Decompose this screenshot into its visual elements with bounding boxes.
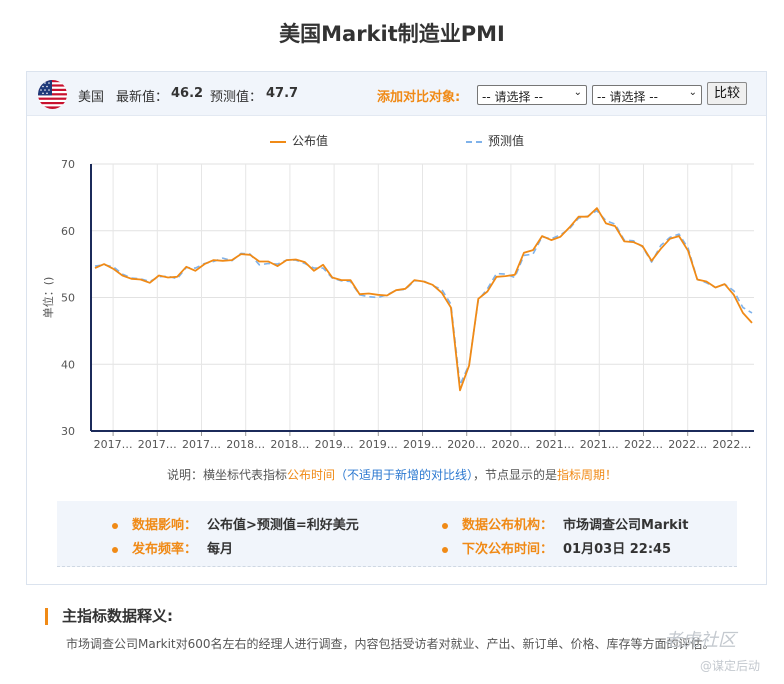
x-tick-label: 2018…: [226, 438, 265, 451]
compare-select-1[interactable]: -- 请选择 -- ⌄: [477, 85, 587, 105]
section-title: 主指标数据释义:: [45, 608, 173, 625]
x-tick-label: 2019…: [315, 438, 354, 451]
legend-item-forecast[interactable]: 预测值: [466, 132, 524, 149]
x-tick-label: 2017…: [182, 438, 221, 451]
legend-swatch-published: [270, 140, 286, 143]
compare-button[interactable]: 比较: [707, 82, 747, 105]
bullet-icon: [112, 522, 118, 529]
info-frequency: 发布频率： 每月: [112, 538, 233, 557]
bullet-icon: [112, 546, 118, 553]
note-suffix: ！: [605, 468, 618, 482]
x-tick-label: 2022…: [668, 438, 707, 451]
bullet-icon: [442, 522, 448, 529]
add-compare-label: 添加对比对象:: [377, 90, 461, 105]
next-release-label: 下次公布时间：: [462, 542, 554, 557]
section-description: 市场调查公司Markit对600名左右的经理人进行调查，内容包括受访者对就业、产…: [66, 637, 715, 651]
y-tick-label: 30: [61, 425, 75, 438]
chart-note: 说明：横坐标代表指标公布时间（不适用于新增的对比线），节点显示的是指标周期！: [0, 466, 784, 483]
impact-label: 数据影响：: [132, 518, 198, 533]
x-tick-label: 2022…: [712, 438, 751, 451]
note-period: 指标周期: [557, 468, 606, 482]
frequency-value: 每月: [207, 542, 234, 557]
x-tick-label: 2020…: [491, 438, 530, 451]
note-prefix: 说明：横坐标代表指标: [166, 468, 287, 482]
compare-select-2[interactable]: -- 请选择 -- ⌄: [592, 85, 702, 105]
x-tick-label: 2018…: [270, 438, 309, 451]
country-name: 美国: [78, 90, 105, 105]
x-tick-label: 2021…: [580, 438, 619, 451]
compare-select-1-value: -- 请选择 --: [482, 90, 543, 104]
x-tick-label: 2019…: [403, 438, 442, 451]
page-title: 美国Markit制造业PMI: [279, 22, 505, 46]
watermark-logo: 老虎社区: [664, 630, 736, 651]
impact-value: 公布值>预测值=利好美元: [207, 518, 359, 533]
compare-select-2-value: -- 请选择 --: [597, 90, 658, 104]
card-header: 美国 最新值： 46.2 预测值： 47.7 添加对比对象: -- 请选择 --…: [27, 72, 766, 116]
y-axis-title: 单位：(): [41, 277, 55, 319]
note-time: 公布时间: [286, 468, 335, 482]
chevron-down-icon: ⌄: [573, 87, 582, 98]
forecast-value: 47.7: [266, 86, 299, 101]
info-agency: 数据公布机构： 市场调查公司Markit: [442, 514, 688, 533]
info-next-release: 下次公布时间： 01月03日 22:45: [442, 538, 671, 557]
x-tick-label: 2017…: [94, 438, 133, 451]
us-flag-icon: [38, 80, 67, 109]
series-line-published: [94, 207, 753, 392]
note-middle: ，节点显示的是: [473, 468, 558, 482]
watermark-author: @谋定后动: [700, 659, 761, 673]
y-tick-label: 50: [61, 292, 75, 305]
forecast-value-label: 预测值：: [210, 90, 263, 105]
legend-item-published[interactable]: 公布值: [270, 132, 328, 149]
chevron-down-icon: ⌄: [688, 87, 697, 98]
frequency-label: 发布频率：: [132, 542, 198, 557]
latest-value: 46.2: [171, 86, 204, 101]
y-tick-label: 70: [61, 158, 75, 171]
agency-label: 数据公布机构：: [462, 518, 554, 533]
x-tick-label: 2020…: [447, 438, 486, 451]
agency-value: 市场调查公司Markit: [563, 518, 689, 533]
y-tick-label: 60: [61, 225, 75, 238]
x-tick-label: 2017…: [138, 438, 177, 451]
legend-label-published: 公布值: [292, 134, 329, 148]
legend-label-forecast: 预测值: [488, 134, 525, 148]
next-release-value: 01月03日 22:45: [563, 542, 672, 557]
bullet-icon: [442, 546, 448, 553]
note-paren: （不适用于新增的对比线）: [334, 468, 473, 482]
legend-swatch-forecast: [466, 140, 482, 143]
x-tick-label: 2019…: [359, 438, 398, 451]
info-impact: 数据影响： 公布值>预测值=利好美元: [112, 514, 359, 533]
x-tick-label: 2021…: [536, 438, 575, 451]
x-tick-label: 2022…: [624, 438, 663, 451]
latest-value-label: 最新值：: [116, 90, 169, 105]
info-panel: 数据影响： 公布值>预测值=利好美元 数据公布机构： 市场调查公司Markit 发布…: [57, 501, 737, 567]
y-tick-label: 40: [61, 358, 75, 371]
